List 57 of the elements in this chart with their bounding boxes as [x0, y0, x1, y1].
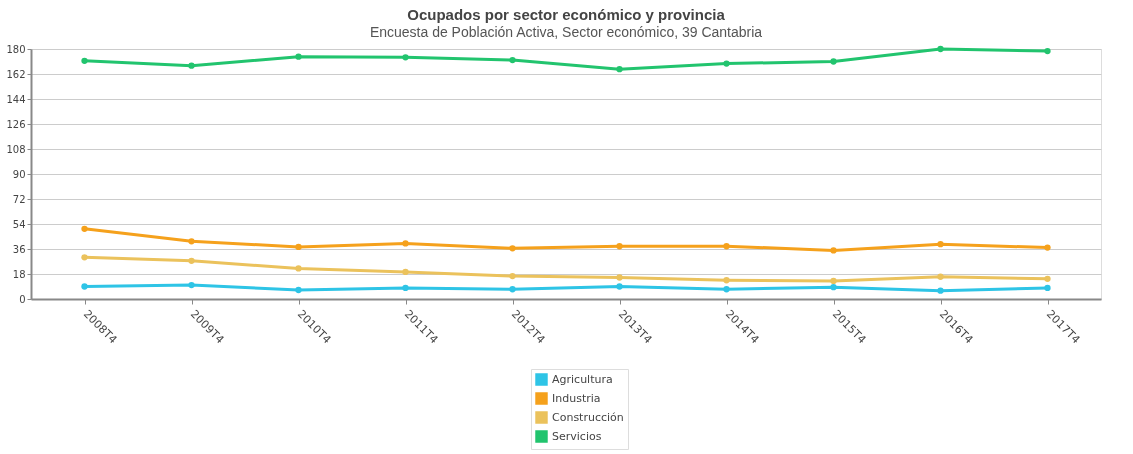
point	[937, 240, 944, 248]
point	[1044, 47, 1051, 55]
point	[402, 240, 409, 247]
point	[81, 225, 88, 233]
point	[830, 247, 837, 254]
legend-label: Construcción	[552, 410, 624, 424]
point	[81, 283, 88, 290]
point	[1044, 244, 1051, 251]
point	[723, 277, 730, 284]
point	[188, 238, 195, 245]
point	[723, 60, 730, 67]
point	[188, 281, 195, 289]
point	[616, 274, 623, 281]
point	[402, 284, 409, 292]
y-tick-label: 180	[6, 43, 26, 55]
y-tick-label: 18	[12, 268, 26, 280]
legend-label: Agricultura	[552, 372, 613, 386]
point	[830, 58, 837, 65]
point	[937, 273, 944, 280]
point	[723, 286, 730, 293]
point	[295, 243, 302, 251]
y-tick-label: 144	[6, 93, 26, 105]
y-tick-label: 54	[12, 218, 26, 230]
y-tick-label: 108	[6, 143, 26, 155]
legend-label: Servicios	[552, 429, 602, 443]
chart-title: Ocupados por sector económico y provincia	[407, 6, 726, 23]
legend-label: Industria	[552, 391, 601, 405]
point	[509, 272, 516, 280]
point	[295, 53, 302, 60]
point	[81, 57, 88, 64]
point	[723, 243, 730, 250]
point	[937, 45, 944, 53]
point	[1044, 284, 1051, 292]
y-tick-label: 72	[12, 193, 26, 205]
point	[188, 257, 195, 264]
point	[509, 286, 516, 293]
y-tick-label: 126	[6, 118, 26, 130]
point	[616, 65, 623, 73]
point	[188, 62, 195, 69]
y-tick-label: 162	[6, 68, 26, 80]
point	[937, 287, 944, 294]
y-tick-label: 36	[12, 243, 26, 255]
point	[402, 54, 409, 61]
point	[830, 284, 837, 291]
point	[830, 277, 837, 285]
point	[295, 265, 302, 272]
point	[402, 268, 409, 276]
y-tick-label: 0	[19, 293, 26, 305]
point	[509, 245, 516, 252]
y-tick-label: 90	[12, 168, 26, 180]
point	[81, 254, 88, 261]
point	[616, 283, 623, 290]
point	[295, 286, 302, 294]
point	[509, 56, 516, 64]
point	[1044, 275, 1051, 283]
chart-subtitle: Encuesta de Población Activa, Sector económico, 39 Cantabria	[369, 24, 763, 40]
point	[616, 243, 623, 250]
